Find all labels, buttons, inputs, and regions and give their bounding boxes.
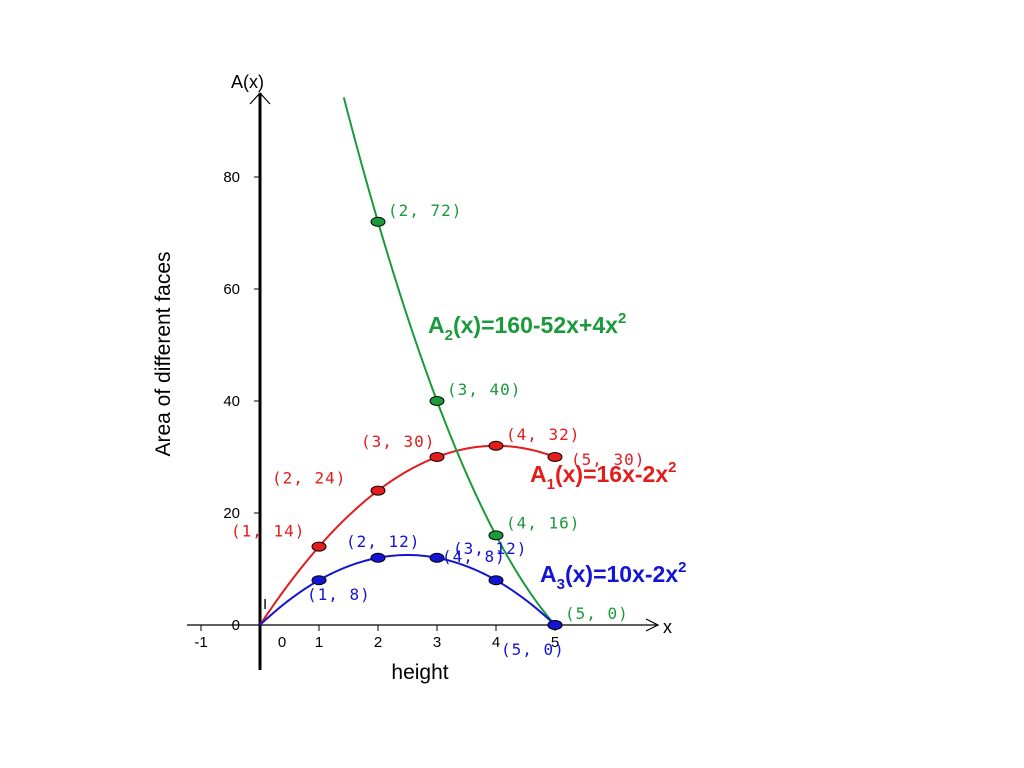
series-a1-point-label: (1, 14) (231, 522, 305, 541)
points (311, 216, 563, 630)
formula-a2-exp: 2 (618, 310, 626, 327)
series-a3-point (488, 575, 504, 586)
y-axis-arrow (249, 92, 271, 105)
series-a1-point (547, 452, 563, 462)
formula-a3: A3(x)=10x-2x2 (540, 559, 686, 593)
formula-a2-name: A (428, 312, 445, 338)
series-a3-point-label: (3, 12) (453, 539, 527, 558)
formula-a1: A1(x)=16x-2x2 (530, 459, 676, 493)
x-axis-title: height (391, 661, 448, 684)
series-a1-point-label: (4, 32) (506, 425, 580, 444)
formula-a1-rhs: (x)=16x-2x (555, 461, 668, 487)
y-tick-label: 60 (223, 281, 240, 298)
x-tick-label: -1 (194, 634, 207, 651)
x-tick-label: 3 (433, 634, 441, 651)
series-a3-line (259, 553, 556, 626)
formula-a1-sub: 1 (547, 476, 555, 493)
series-a2-point-label: (5, 0) (565, 604, 629, 623)
axes: A(x) x I height Area of different faces (152, 72, 672, 684)
formula-a1-name: A (530, 461, 547, 487)
series-a3-point (311, 575, 327, 586)
series-a3-point (547, 620, 563, 630)
formula-a2: A2(x)=160-52x+4x2 (428, 310, 626, 344)
x-tick-label: 2 (374, 634, 382, 651)
series-a2-point-label: (4, 16) (506, 513, 580, 532)
point-labels: (1, 14) (2, 24) (3, 30) (4, 32) (5, 30) (2, 7… (231, 201, 645, 659)
series-a3-point-label: (4, 8) (442, 547, 506, 566)
small-mark: I (263, 596, 267, 613)
ticks: -1 0 1 2 3 4 5 0 20 40 60 80 (194, 169, 559, 651)
y-tick-label: 80 (223, 169, 240, 186)
x-tick-label: 4 (492, 634, 500, 651)
series-a1-point (429, 452, 445, 462)
series-a2-point (370, 216, 386, 227)
series-a3-point (429, 552, 445, 563)
series-a3-point-label: (1, 8) (307, 585, 371, 604)
formula-a2-sub: 2 (445, 327, 453, 344)
formula-a2-rhs: (x)=160-52x+4x (453, 312, 618, 338)
series-a2-point-label: (3, 40) (447, 380, 521, 399)
series-a2-point (488, 530, 504, 541)
x-tick-label: 1 (315, 634, 323, 651)
x-axis-arrow (645, 618, 660, 632)
series-a1-line (259, 444, 556, 626)
series-a3-point-label: (5, 0) (501, 640, 565, 659)
y-axis-title: Area of different faces (152, 251, 175, 456)
x-tick-label: 5 (551, 634, 559, 651)
x-tick-label: 0 (278, 634, 286, 651)
formula-a3-rhs: (x)=10x-2x (565, 561, 678, 587)
x-axis-end-label: x (663, 617, 672, 637)
series-a3-point (370, 552, 386, 563)
y-axis-top-label: A(x) (231, 72, 264, 92)
formula-a3-exp: 2 (678, 559, 686, 576)
series-a1-point-label: (5, 30) (571, 450, 645, 469)
series-a1-point (488, 440, 504, 451)
formula-a1-exp: 2 (668, 459, 676, 476)
series-a1-point (311, 541, 327, 552)
series-a3-point-label: (2, 12) (346, 532, 420, 551)
formula-a3-sub: 3 (557, 576, 565, 593)
y-tick-label: 40 (223, 393, 240, 410)
y-tick-label: 20 (223, 505, 240, 522)
series-a2-point-label: (2, 72) (388, 201, 462, 220)
formula-a3-name: A (540, 561, 557, 587)
series-a1-point-label: (3, 30) (361, 432, 435, 451)
series-a1-point (370, 485, 386, 496)
y-tick-label: 0 (232, 617, 240, 634)
series-a2-point (429, 396, 445, 406)
series-a1-point-label: (2, 24) (272, 469, 346, 488)
